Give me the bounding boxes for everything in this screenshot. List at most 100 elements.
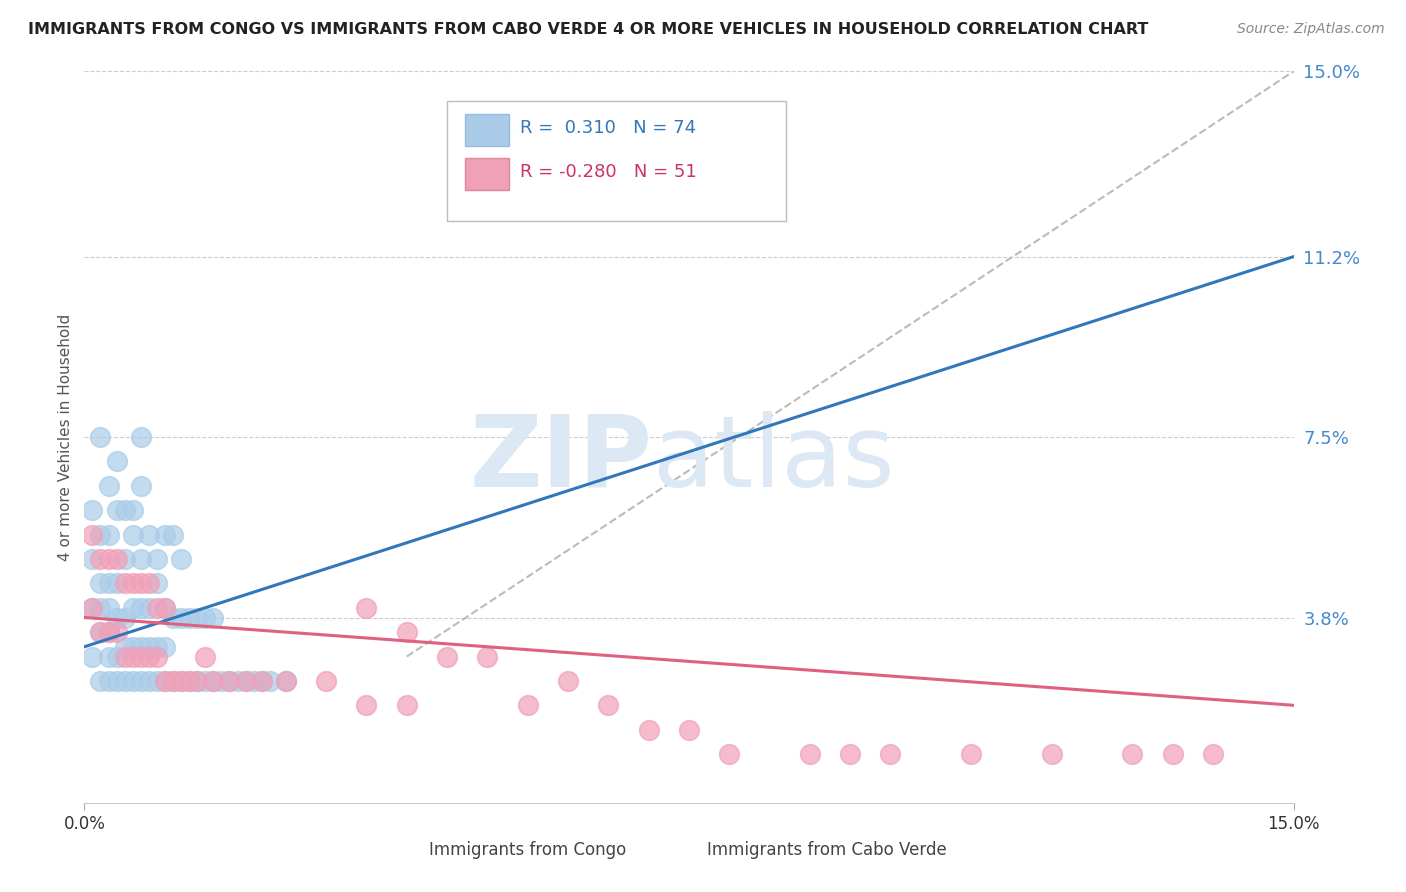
Point bbox=[315, 673, 337, 688]
Point bbox=[202, 610, 225, 624]
Point bbox=[162, 527, 184, 541]
Point bbox=[186, 673, 208, 688]
Point bbox=[274, 673, 297, 688]
Point bbox=[97, 625, 120, 640]
Point bbox=[89, 600, 111, 615]
Point bbox=[153, 673, 176, 688]
Point bbox=[105, 552, 128, 566]
Point bbox=[121, 600, 143, 615]
Text: Source: ZipAtlas.com: Source: ZipAtlas.com bbox=[1237, 22, 1385, 37]
Point bbox=[138, 576, 160, 591]
Point bbox=[162, 673, 184, 688]
Point bbox=[89, 430, 111, 444]
Point bbox=[186, 673, 208, 688]
Point bbox=[121, 527, 143, 541]
Point bbox=[557, 673, 579, 688]
Point bbox=[1040, 747, 1063, 761]
Point bbox=[114, 640, 136, 654]
Point bbox=[82, 503, 104, 517]
Point bbox=[637, 201, 659, 215]
Point bbox=[242, 673, 264, 688]
Point bbox=[162, 673, 184, 688]
Point bbox=[138, 600, 160, 615]
Point bbox=[194, 649, 217, 664]
Text: atlas: atlas bbox=[652, 410, 894, 508]
Point bbox=[235, 673, 257, 688]
Point bbox=[121, 649, 143, 664]
Point bbox=[105, 503, 128, 517]
Point bbox=[146, 673, 169, 688]
Point bbox=[97, 600, 120, 615]
Y-axis label: 4 or more Vehicles in Household: 4 or more Vehicles in Household bbox=[58, 313, 73, 561]
Text: IMMIGRANTS FROM CONGO VS IMMIGRANTS FROM CABO VERDE 4 OR MORE VEHICLES IN HOUSEH: IMMIGRANTS FROM CONGO VS IMMIGRANTS FROM… bbox=[28, 22, 1149, 37]
Point bbox=[105, 610, 128, 624]
Point bbox=[138, 640, 160, 654]
FancyBboxPatch shape bbox=[465, 114, 509, 146]
Point bbox=[960, 747, 983, 761]
Point bbox=[516, 698, 538, 713]
Point bbox=[121, 576, 143, 591]
Point bbox=[170, 610, 193, 624]
Point bbox=[97, 576, 120, 591]
Point bbox=[105, 673, 128, 688]
Point bbox=[97, 552, 120, 566]
Point bbox=[250, 673, 273, 688]
Point bbox=[274, 673, 297, 688]
Point bbox=[89, 625, 111, 640]
Text: Immigrants from Congo: Immigrants from Congo bbox=[429, 841, 626, 859]
Point bbox=[162, 610, 184, 624]
Point bbox=[105, 454, 128, 468]
Point bbox=[97, 527, 120, 541]
Point bbox=[637, 723, 659, 737]
Point bbox=[105, 625, 128, 640]
Point bbox=[129, 576, 152, 591]
Point bbox=[97, 673, 120, 688]
Point bbox=[598, 698, 620, 713]
Point bbox=[138, 649, 160, 664]
Point bbox=[97, 649, 120, 664]
Point bbox=[121, 673, 143, 688]
Point bbox=[114, 649, 136, 664]
Point bbox=[129, 479, 152, 493]
Point bbox=[194, 673, 217, 688]
Text: Immigrants from Cabo Verde: Immigrants from Cabo Verde bbox=[707, 841, 946, 859]
Point bbox=[718, 747, 741, 761]
Point bbox=[146, 552, 169, 566]
Point bbox=[170, 673, 193, 688]
Point bbox=[1121, 747, 1143, 761]
Point bbox=[194, 610, 217, 624]
Point bbox=[146, 576, 169, 591]
Text: R =  0.310   N = 74: R = 0.310 N = 74 bbox=[520, 119, 696, 136]
Point bbox=[879, 747, 901, 761]
Point bbox=[97, 479, 120, 493]
Point bbox=[82, 600, 104, 615]
Point bbox=[209, 673, 232, 688]
Point bbox=[129, 600, 152, 615]
Point bbox=[114, 503, 136, 517]
Point bbox=[138, 673, 160, 688]
Point bbox=[105, 649, 128, 664]
Point bbox=[235, 673, 257, 688]
Point bbox=[356, 600, 378, 615]
Text: ZIP: ZIP bbox=[470, 410, 652, 508]
Point bbox=[202, 673, 225, 688]
Point bbox=[129, 430, 152, 444]
FancyBboxPatch shape bbox=[465, 158, 509, 190]
Point bbox=[146, 649, 169, 664]
Point bbox=[114, 552, 136, 566]
Point bbox=[89, 576, 111, 591]
Point bbox=[82, 552, 104, 566]
Point bbox=[799, 747, 821, 761]
Point bbox=[179, 610, 201, 624]
Point bbox=[146, 600, 169, 615]
Point bbox=[218, 673, 240, 688]
Point bbox=[395, 698, 418, 713]
Point bbox=[170, 673, 193, 688]
Point bbox=[226, 673, 249, 688]
Point bbox=[250, 673, 273, 688]
Point bbox=[114, 576, 136, 591]
Point bbox=[153, 673, 176, 688]
Point bbox=[153, 600, 176, 615]
Point bbox=[97, 625, 120, 640]
Point bbox=[202, 673, 225, 688]
